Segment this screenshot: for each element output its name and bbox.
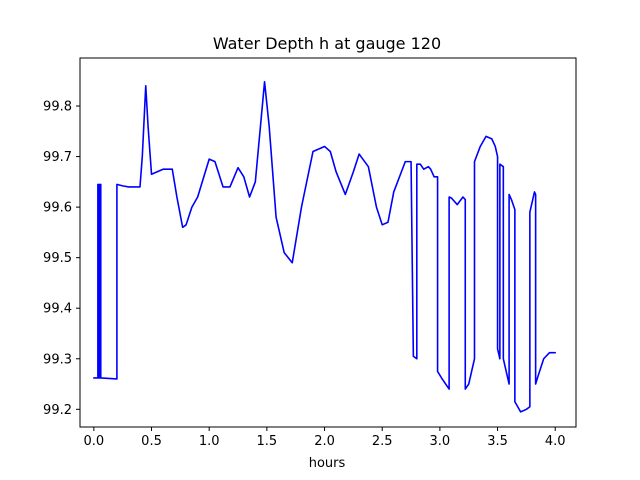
series-line-0: [93, 80, 557, 413]
x-tick-label: 1.5: [257, 434, 278, 449]
x-tick-label: 0.5: [141, 434, 162, 449]
y-tick-label: 99.2: [43, 403, 72, 418]
x-tick-label: 3.0: [430, 434, 451, 449]
plot-frame: [79, 57, 577, 428]
y-tick-label: 99.8: [43, 100, 72, 115]
y-tick-label: 99.7: [43, 150, 72, 165]
x-tick-label: 4.0: [545, 434, 566, 449]
x-axis-label: hours: [309, 456, 346, 471]
y-tick-label: 99.6: [43, 201, 72, 216]
x-tick-label: 2.0: [314, 434, 335, 449]
x-tick-label: 3.5: [487, 434, 508, 449]
y-tick-label: 99.5: [43, 251, 72, 266]
x-tick-label: 1.0: [199, 434, 220, 449]
plot-area: [93, 80, 557, 413]
y-tick-label: 99.3: [43, 352, 72, 367]
x-tick-label: 0.0: [83, 434, 104, 449]
y-tick-label: 99.4: [43, 302, 72, 317]
axis-ticks: 0.0 0.5 1.0 1.5 2.0 2.5 3.0 3.5 4.0 99.2 99.3 99.4 9…: [43, 100, 566, 449]
chart-title: Water Depth h at gauge 120: [213, 34, 441, 53]
x-tick-label: 2.5: [372, 434, 393, 449]
